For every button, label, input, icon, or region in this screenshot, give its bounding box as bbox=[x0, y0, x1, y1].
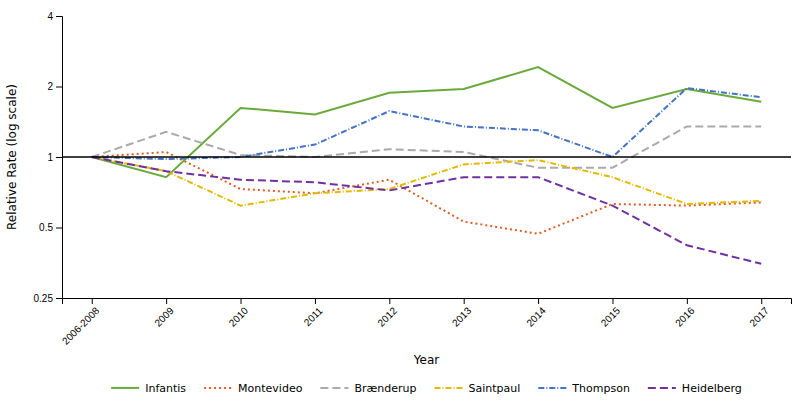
legend-swatch bbox=[111, 387, 139, 389]
legend-swatch bbox=[538, 387, 566, 389]
x-tick: 2016 bbox=[673, 298, 697, 329]
y-tick-mark bbox=[56, 16, 62, 17]
x-tick-label: 2014 bbox=[524, 305, 548, 329]
legend: Infantis Montevideo Brænderup Saintpaul Thom… bbox=[111, 382, 742, 395]
x-tick: 2015 bbox=[599, 298, 623, 329]
y-axis: 0.25 0.5 1 2 4 bbox=[34, 11, 63, 304]
x-tick: 2011 bbox=[302, 298, 325, 328]
x-tick-label: 2017 bbox=[747, 305, 771, 329]
y-tick-label: 0.5 bbox=[39, 222, 53, 233]
x-tick-label: 2012 bbox=[375, 305, 399, 329]
legend-swatch bbox=[204, 387, 232, 389]
legend-label: Heidelberg bbox=[682, 382, 742, 395]
marks bbox=[62, 67, 791, 264]
chart: 0.250.51242006-2008200920102011201220132… bbox=[0, 0, 811, 420]
y-tick-label: 4 bbox=[47, 11, 53, 22]
x-tick-label: 2011 bbox=[302, 305, 325, 328]
series-line bbox=[92, 157, 761, 264]
y-axis-line bbox=[56, 17, 63, 299]
legend-label: Saintpaul bbox=[468, 382, 520, 395]
y-tick: 4 bbox=[47, 11, 62, 22]
legend-swatch bbox=[320, 387, 348, 389]
x-axis: 2006-2008 2009 2010 2011 2012 2013 2014 2015 201… bbox=[60, 298, 792, 347]
y-tick: 0.25 bbox=[34, 293, 62, 304]
x-tick: 2012 bbox=[375, 298, 399, 329]
x-tick: 2006-2008 bbox=[60, 298, 102, 347]
y-tick-label: 0.25 bbox=[34, 293, 54, 304]
legend-swatch bbox=[648, 387, 676, 389]
series-line bbox=[92, 88, 761, 159]
y-tick: 0.5 bbox=[39, 222, 62, 233]
reference-line bbox=[62, 156, 791, 158]
legend-swatch bbox=[434, 387, 462, 389]
y-tick-label: 2 bbox=[47, 81, 53, 92]
x-tick-mark bbox=[92, 298, 93, 304]
legend-item: Montevideo bbox=[204, 382, 303, 395]
x-axis-title: Year bbox=[413, 353, 439, 367]
y-tick-label: 1 bbox=[47, 152, 53, 163]
x-tick-mark bbox=[315, 298, 316, 304]
legend-item: Heidelberg bbox=[648, 382, 742, 395]
y-tick-mark bbox=[56, 87, 62, 88]
y-tick-mark bbox=[56, 298, 62, 299]
legend-label: Thompson bbox=[571, 382, 630, 395]
x-tick-mark bbox=[389, 298, 390, 304]
legend-item: Infantis bbox=[111, 382, 186, 395]
series-line bbox=[92, 152, 761, 234]
x-tick-mark bbox=[241, 298, 242, 304]
plot: 0.250.51242006-2008200920102011201220132… bbox=[5, 11, 792, 367]
x-axis-line bbox=[63, 299, 792, 305]
x-tick-label: 2015 bbox=[599, 305, 623, 329]
x-tick-mark bbox=[687, 298, 688, 304]
series-line bbox=[92, 157, 761, 206]
x-tick-mark bbox=[761, 298, 762, 304]
legend-item: Thompson bbox=[538, 382, 630, 395]
series-line bbox=[92, 67, 761, 177]
x-tick-label: 2013 bbox=[450, 305, 474, 329]
y-tick-mark bbox=[56, 157, 62, 158]
x-tick-mark bbox=[464, 298, 465, 304]
x-tick: 2009 bbox=[152, 298, 176, 329]
x-tick: 2017 bbox=[747, 298, 771, 329]
y-tick: 1 bbox=[47, 152, 62, 163]
x-tick-label: 2009 bbox=[152, 305, 176, 329]
x-tick-label: 2016 bbox=[673, 305, 697, 329]
x-tick-mark bbox=[612, 298, 613, 304]
legend-label: Montevideo bbox=[238, 382, 303, 395]
x-tick: 2014 bbox=[524, 298, 548, 329]
series-line bbox=[92, 126, 761, 167]
y-tick-mark bbox=[56, 228, 62, 229]
y-tick: 2 bbox=[47, 81, 62, 92]
legend-label: Brænderup bbox=[354, 382, 416, 395]
legend-label: Infantis bbox=[145, 382, 186, 395]
x-tick-label: 2010 bbox=[227, 305, 251, 329]
y-axis-title: Relative Rate (log scale) bbox=[5, 84, 19, 230]
x-tick: 2010 bbox=[227, 298, 251, 329]
legend-item: Saintpaul bbox=[434, 382, 520, 395]
legend-item: Brænderup bbox=[320, 382, 416, 395]
x-tick: 2013 bbox=[450, 298, 474, 329]
x-tick-label: 2006-2008 bbox=[60, 305, 102, 347]
x-tick-mark bbox=[166, 298, 167, 304]
x-tick-mark bbox=[538, 298, 539, 304]
